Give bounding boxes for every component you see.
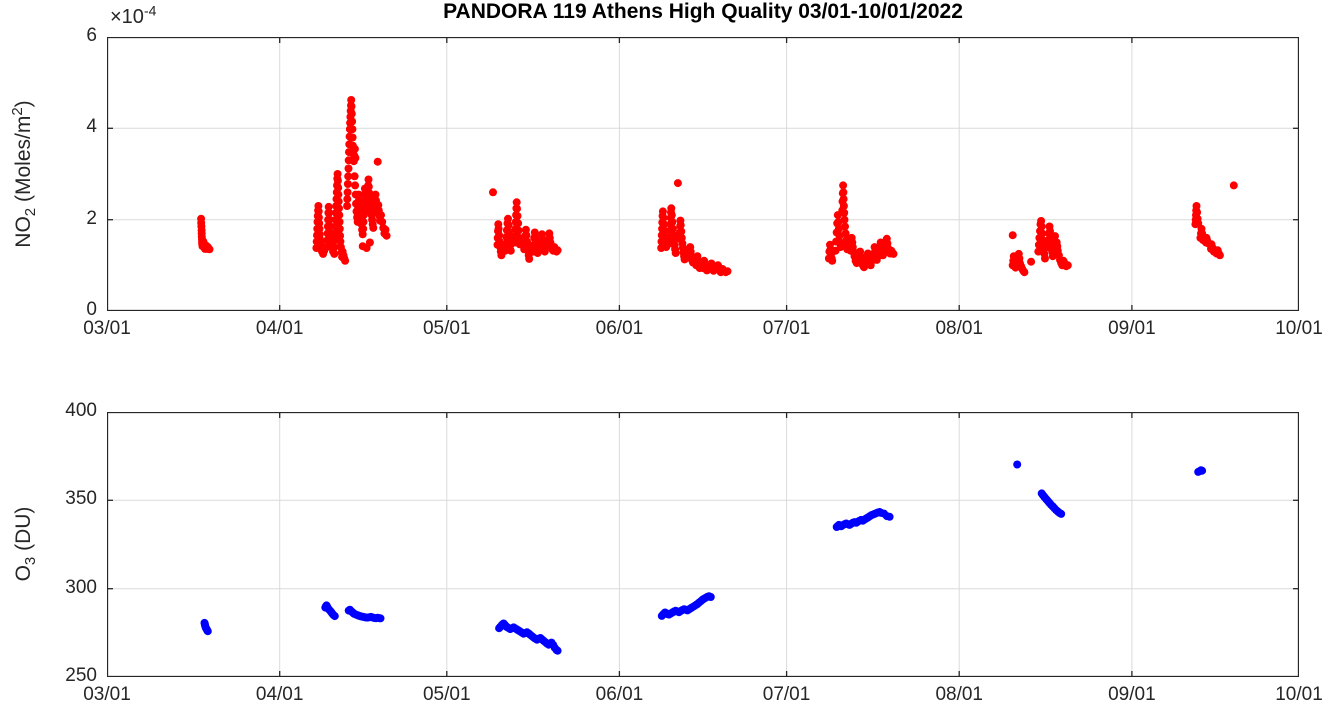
x-tick-label: 10/01: [1275, 318, 1323, 339]
no2-scatter-chart: [107, 37, 1299, 311]
o3-y-axis-label: O3 (DU): [12, 506, 40, 582]
x-tick-label: 04/01: [255, 318, 304, 339]
exponent-power: -4: [143, 2, 157, 19]
y-tick-label: 350: [65, 488, 97, 510]
x-tick-label: 07/01: [762, 684, 811, 705]
o3-total-column-series: [200, 460, 1207, 655]
x-tick-label: 09/01: [1108, 684, 1156, 705]
x-tick-label: 05/01: [422, 318, 471, 339]
x-tick-label: 08/01: [935, 684, 983, 705]
x-tick-label: 06/01: [595, 684, 644, 705]
exponent-base: ×10: [110, 6, 144, 28]
x-tick-label: 03/01: [83, 684, 131, 705]
y-tick-label: 300: [65, 576, 97, 598]
y-axis-exponent-label: ×10-4: [110, 3, 156, 29]
y-tick-label: 6: [86, 25, 97, 46]
chart-title: PANDORA 119 Athens High Quality 03/01-10…: [443, 0, 963, 23]
y-tick-label: 2: [86, 207, 97, 229]
x-tick-label: 05/01: [422, 684, 471, 705]
x-tick-label: 04/01: [255, 684, 304, 705]
x-tick-label: 10/01: [1275, 684, 1323, 705]
x-tick-label: 09/01: [1108, 318, 1156, 339]
y-tick-label: 0: [86, 299, 97, 320]
o3-scatter-chart: [107, 412, 1299, 677]
x-tick-label: 03/01: [83, 318, 131, 339]
x-tick-label: 08/01: [935, 318, 983, 339]
y-tick-label: 4: [86, 116, 97, 138]
x-tick-label: 06/01: [595, 318, 644, 339]
y-tick-label: 400: [65, 400, 97, 421]
no2-total-column-series: [197, 96, 1238, 277]
x-tick-label: 07/01: [762, 318, 811, 339]
y-tick-label: 250: [65, 665, 97, 686]
